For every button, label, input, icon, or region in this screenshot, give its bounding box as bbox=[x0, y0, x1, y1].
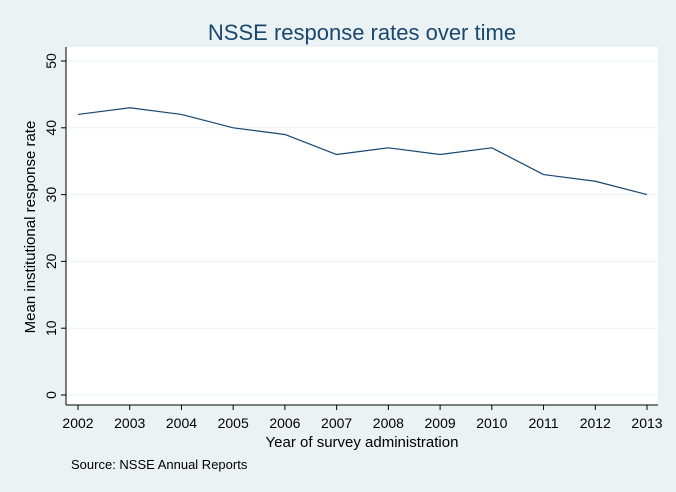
x-tick-label: 2006 bbox=[269, 415, 300, 431]
x-axis-title: Year of survey administration bbox=[266, 434, 459, 451]
series-line bbox=[77, 107, 648, 196]
x-tick-label: 2012 bbox=[580, 415, 611, 431]
source-note: Source: NSSE Annual Reports bbox=[71, 457, 248, 472]
chart-title: NSSE response rates over time bbox=[208, 20, 516, 45]
x-tick-label: 2013 bbox=[631, 415, 662, 431]
y-tick-label: 50 bbox=[43, 53, 59, 69]
y-tick-label: 40 bbox=[43, 120, 59, 136]
x-tick-label: 2007 bbox=[321, 415, 352, 431]
x-tick-label: 2004 bbox=[166, 415, 197, 431]
y-tick-label: 0 bbox=[43, 391, 59, 399]
x-tick-label: 2010 bbox=[476, 415, 507, 431]
y-axis-title: Mean institutional response rate bbox=[22, 121, 39, 334]
y-tick-label: 30 bbox=[43, 187, 59, 203]
x-tick-label: 2003 bbox=[114, 415, 145, 431]
y-tick-label: 10 bbox=[43, 320, 59, 336]
x-tick-label: 2005 bbox=[218, 415, 249, 431]
y-tick-label: 20 bbox=[43, 253, 59, 269]
plot-area bbox=[66, 47, 658, 405]
x-tick-label: 2002 bbox=[62, 415, 93, 431]
x-tick-label: 2009 bbox=[425, 415, 456, 431]
x-tick-label: 2008 bbox=[373, 415, 404, 431]
x-tick-label: 2011 bbox=[528, 415, 558, 431]
